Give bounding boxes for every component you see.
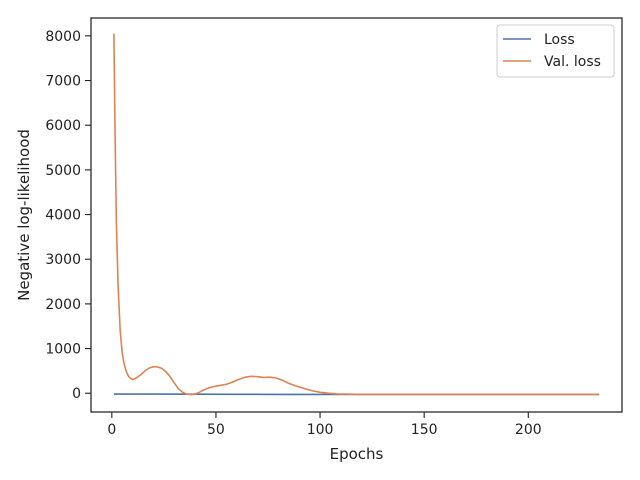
y-tick-label: 5000	[45, 163, 81, 179]
series-line-2	[113, 33, 600, 396]
x-tick-label: 50	[207, 422, 225, 438]
y-axis-label: Negative log-likelihood	[15, 129, 33, 301]
x-tick-label: 200	[515, 422, 542, 438]
legend: Loss Val. loss	[496, 24, 615, 78]
y-tick-label: 3000	[45, 252, 81, 268]
y-tick-label: 7000	[45, 74, 81, 90]
plot-area	[113, 33, 600, 396]
legend-label: Loss	[544, 32, 575, 48]
y-tick-label: 2000	[45, 297, 81, 313]
y-tick-label: 8000	[45, 29, 81, 45]
x-axis-label: Epochs	[330, 445, 384, 463]
x-tick-label: 100	[307, 422, 334, 438]
y-tick-label: 1000	[45, 342, 81, 358]
x-tick-label: 150	[411, 422, 438, 438]
y-tick-label: 4000	[45, 208, 81, 224]
y-axis: 0 1000 2000 3000 4000 5000 6000 7000 8000	[45, 29, 91, 402]
y-tick-label: 6000	[45, 118, 81, 134]
legend-box	[496, 24, 615, 78]
x-tick-label: 0	[107, 422, 116, 438]
x-axis: 0 50 100 150 200	[107, 412, 542, 438]
legend-label: Val. loss	[544, 54, 601, 70]
y-tick-label: 0	[72, 386, 81, 402]
